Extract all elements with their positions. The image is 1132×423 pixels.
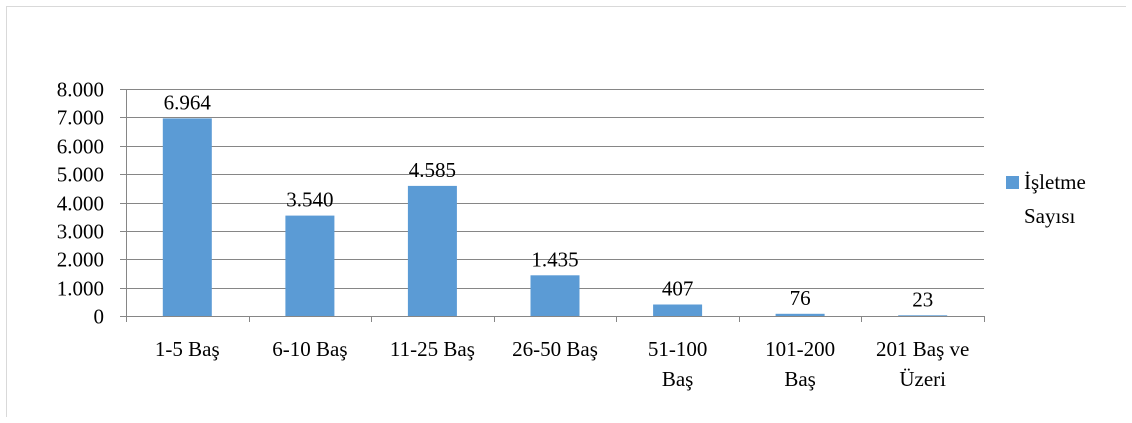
y-tick-label: 1.000 xyxy=(57,277,104,301)
data-label: 23 xyxy=(912,287,933,311)
x-tick-label: 11-25 Baş xyxy=(390,337,475,361)
x-tick-label: Baş xyxy=(662,367,694,391)
y-tick-label: 3.000 xyxy=(57,220,104,244)
x-tick-label: Baş xyxy=(784,367,816,391)
x-tick-label: 1-5 Baş xyxy=(155,337,220,361)
data-label: 3.540 xyxy=(286,188,333,212)
y-tick-label: 4.000 xyxy=(57,192,104,216)
data-label: 1.435 xyxy=(531,247,578,271)
x-tick-label: 6-10 Baş xyxy=(272,337,347,361)
x-tick-label: 26-50 Baş xyxy=(512,337,598,361)
data-label: 6.964 xyxy=(164,90,212,114)
chart-frame xyxy=(6,6,1126,417)
x-axis: 1-5 Baş 6-10 Baş 11-25 Baş 26-50 Baş 51-100 B… xyxy=(126,316,985,391)
legend-label-line-2: Sayısı xyxy=(1024,204,1076,228)
bar xyxy=(775,313,825,316)
x-tick-label: Üzeri xyxy=(899,367,946,391)
y-tick-label: 7.000 xyxy=(57,106,104,130)
data-labels: 6.964 3.540 4.585 1.435 407 76 23 xyxy=(164,90,934,311)
legend-label-line-1: İşletme xyxy=(1024,170,1086,194)
y-tick-label: 8.000 xyxy=(57,78,104,102)
bar xyxy=(407,185,457,316)
data-label: 407 xyxy=(662,277,694,301)
legend-swatch xyxy=(1006,176,1019,189)
data-label: 76 xyxy=(790,286,811,310)
legend: İşletme Sayısı xyxy=(1006,170,1086,228)
bar xyxy=(285,215,335,316)
bar xyxy=(653,304,703,316)
bars xyxy=(162,118,948,317)
y-tick-label: 5.000 xyxy=(57,163,104,187)
x-tick-label: 101-200 xyxy=(765,337,835,361)
y-tick-label: 0 xyxy=(94,305,105,329)
x-tick-label: 51-100 xyxy=(648,337,708,361)
y-tick-label: 6.000 xyxy=(57,135,104,159)
y-tick-label: 2.000 xyxy=(57,248,104,272)
data-label: 4.585 xyxy=(409,158,456,182)
y-axis: 0 1.000 2.000 3.000 4.000 5.000 6.000 7.000 8.00… xyxy=(57,78,127,329)
bar xyxy=(530,275,580,316)
x-tick-label: 201 Baş ve xyxy=(876,337,969,361)
bar xyxy=(162,118,212,317)
bar xyxy=(898,315,948,317)
